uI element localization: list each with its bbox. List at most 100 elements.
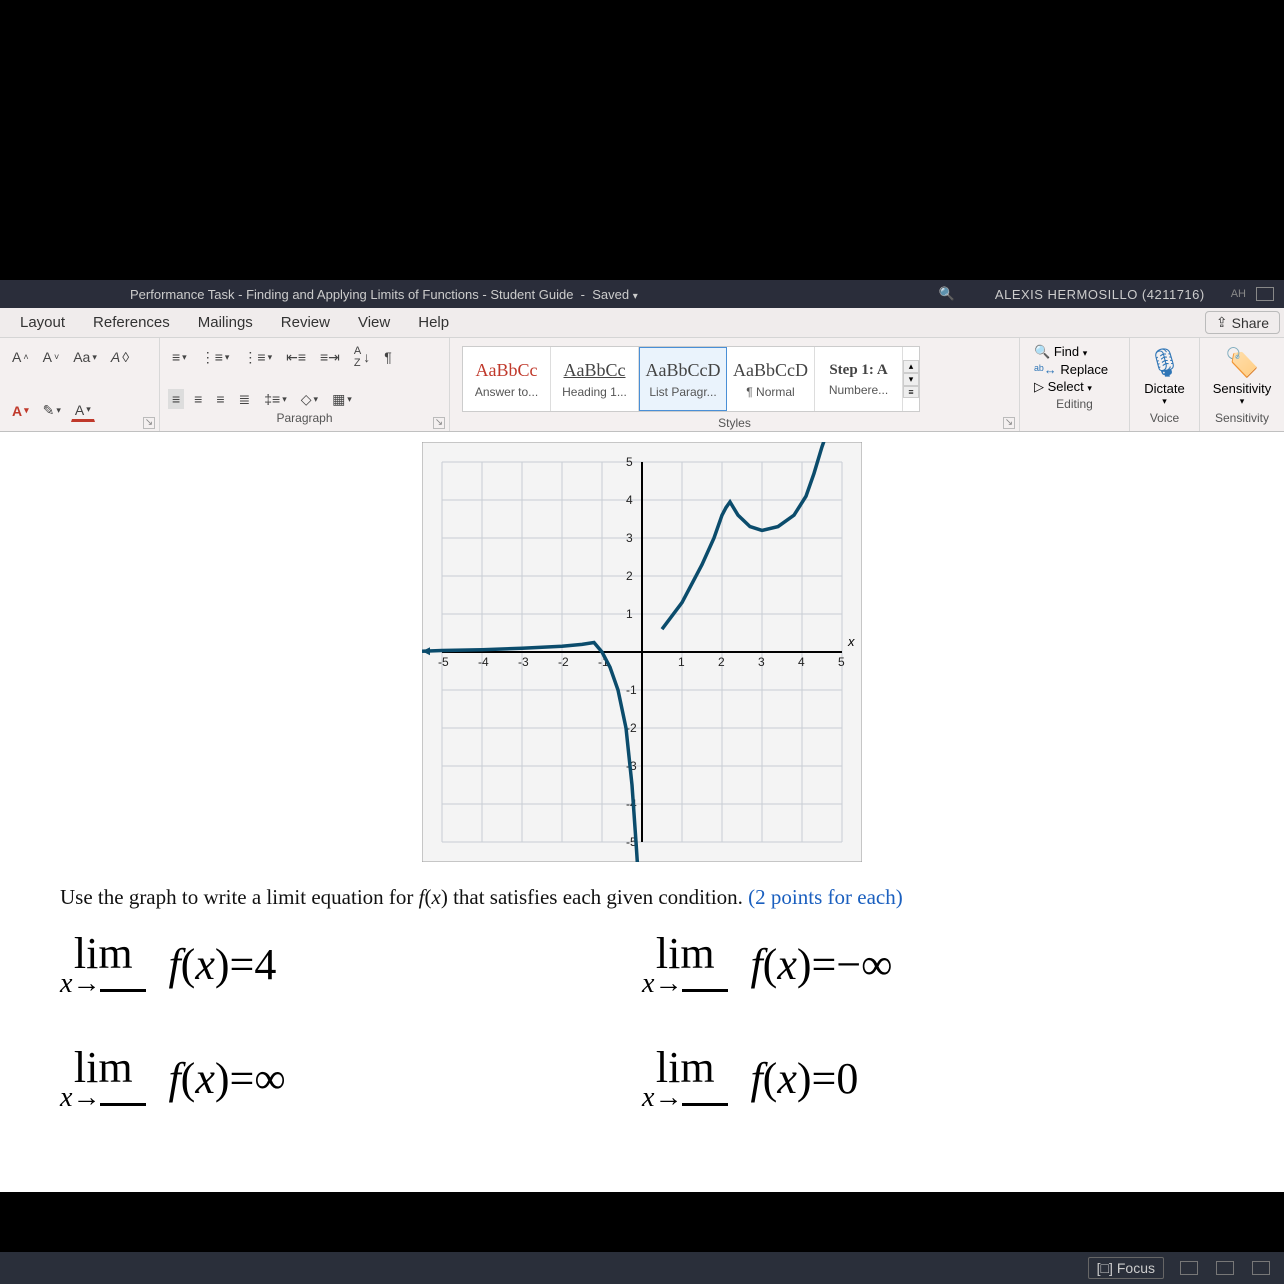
share-icon: ⇪	[1216, 314, 1228, 331]
black-region	[0, 0, 1284, 280]
gallery-up-icon[interactable]: ▴	[903, 360, 919, 373]
paragraph-group: ≡▾ ⋮≡▾ ⋮≡▾ ⇤≡ ≡⇥ AZ↓ ¶ ≡ ≡ ≡ ≣ ‡≡▾ ◇▾ ▦▾…	[160, 338, 450, 431]
svg-text:3: 3	[758, 655, 765, 669]
editing-label: Editing	[1028, 397, 1121, 413]
highlight-button[interactable]: ✎▾	[39, 400, 65, 421]
font-launcher-icon[interactable]: ↘	[143, 417, 155, 429]
style-normal[interactable]: AaBbCcD ¶ Normal	[727, 347, 815, 411]
svg-text:-5: -5	[438, 655, 449, 669]
prompt-text: Use the graph to write a limit equation …	[60, 885, 1224, 910]
svg-text:5: 5	[838, 655, 845, 669]
gallery-down-icon[interactable]: ▾	[903, 373, 919, 386]
svg-text:3: 3	[626, 531, 633, 545]
align-right-button[interactable]: ≡	[212, 389, 228, 409]
dictate-icon: 🎙	[1147, 346, 1183, 379]
graph-svg: -5-4-3-2-112345-5-4-3-2-112345x	[422, 442, 862, 862]
limit-1: lim x→ f(x)=4	[60, 932, 642, 998]
styles-label: Styles	[458, 416, 1011, 432]
tab-view[interactable]: View	[358, 314, 390, 331]
tab-layout[interactable]: Layout	[20, 314, 65, 331]
replace-button[interactable]: ᵃᵇ↔ Replace	[1034, 362, 1115, 377]
svg-text:-3: -3	[518, 655, 529, 669]
style-answer[interactable]: AaBbCc Answer to...	[463, 347, 551, 411]
doc-title: Performance Task - Finding and Applying …	[130, 287, 638, 302]
search-icon[interactable]: 🔍	[939, 286, 955, 302]
read-mode-icon[interactable]	[1180, 1261, 1198, 1275]
change-case-button[interactable]: Aa▾	[69, 347, 101, 367]
font-group: A˄ A˅ Aa▾ A◊ A▾ ✎▾ A▾ ↘	[0, 338, 160, 431]
gallery-more-icon[interactable]: ≡	[903, 386, 919, 398]
dictate-button[interactable]: 🎙 Dictate ▾	[1138, 342, 1191, 411]
clear-format-button[interactable]: A◊	[107, 347, 133, 367]
title-bar: Performance Task - Finding and Applying …	[0, 280, 1284, 308]
status-bar: [□] Focus	[0, 1252, 1284, 1284]
focus-label: Focus	[1117, 1260, 1155, 1276]
svg-text:4: 4	[798, 655, 805, 669]
shading-button[interactable]: ◇▾	[297, 389, 322, 410]
ribbon: A˄ A˅ Aa▾ A◊ A▾ ✎▾ A▾ ↘ ≡▾ ⋮≡▾ ⋮≡▾ ⇤≡ ≡⇥…	[0, 338, 1284, 432]
grow-font-button[interactable]: A˄	[8, 347, 33, 367]
prompt-note: (2 points for each)	[748, 885, 903, 909]
align-center-button[interactable]: ≡	[190, 389, 206, 409]
style-heading1[interactable]: AaBbCc Heading 1...	[551, 347, 639, 411]
document-area: -5-4-3-2-112345-5-4-3-2-112345x Use the …	[0, 432, 1284, 1192]
styles-gallery[interactable]: AaBbCc Answer to... AaBbCc Heading 1... …	[462, 346, 920, 412]
saved-label: Saved	[592, 287, 629, 302]
svg-text:5: 5	[626, 455, 633, 469]
user-name[interactable]: ALEXIS HERMOSILLO (4211716)	[995, 287, 1205, 302]
dec-indent-button[interactable]: ⇤≡	[282, 347, 310, 368]
tab-mailings[interactable]: Mailings	[198, 314, 253, 331]
numbering-button[interactable]: ⋮≡▾	[197, 347, 234, 368]
bullets-button[interactable]: ≡▾	[168, 347, 191, 367]
sensitivity-icon: 🏷️	[1225, 346, 1260, 379]
focus-button[interactable]: [□] Focus	[1088, 1257, 1164, 1279]
editing-group: 🔍 Find ▾ ᵃᵇ↔ Replace ▷ Select ▾ Editing	[1020, 338, 1130, 431]
sensitivity-group: 🏷️ Sensitivity ▾ Sensitivity	[1200, 338, 1284, 431]
prompt-main: Use the graph to write a limit equation …	[60, 885, 743, 909]
line-spacing-button[interactable]: ‡≡▾	[260, 389, 291, 409]
svg-text:-4: -4	[478, 655, 489, 669]
find-button[interactable]: 🔍 Find ▾	[1034, 344, 1115, 360]
style-list-paragraph[interactable]: AaBbCcD List Paragr...	[639, 347, 727, 411]
ribbon-mode-icon[interactable]	[1256, 287, 1274, 301]
find-icon: 🔍	[1034, 344, 1050, 359]
print-layout-icon[interactable]	[1216, 1261, 1234, 1275]
select-button[interactable]: ▷ Select ▾	[1034, 379, 1115, 395]
borders-button[interactable]: ▦▾	[328, 389, 356, 410]
select-icon: ▷	[1034, 379, 1044, 394]
tab-help[interactable]: Help	[418, 314, 449, 331]
styles-launcher-icon[interactable]: ↘	[1003, 417, 1015, 429]
tab-review[interactable]: Review	[281, 314, 330, 331]
user-initials[interactable]: AH	[1231, 288, 1246, 300]
svg-text:-2: -2	[558, 655, 569, 669]
align-left-button[interactable]: ≡	[168, 389, 184, 409]
sensitivity-label: Sensitivity	[1208, 411, 1276, 427]
svg-text:1: 1	[626, 607, 633, 621]
font-color2-button[interactable]: A▾	[71, 400, 95, 422]
font-color-button[interactable]: A▾	[8, 401, 33, 421]
svg-text:2: 2	[626, 569, 633, 583]
share-button[interactable]: ⇪ Share	[1205, 311, 1280, 334]
web-layout-icon[interactable]	[1252, 1261, 1270, 1275]
sensitivity-button[interactable]: 🏷️ Sensitivity ▾	[1208, 342, 1276, 411]
limit-row-2: lim x→ f(x)=∞ lim x→ f(x)=0	[60, 1046, 1224, 1112]
graph-figure: -5-4-3-2-112345-5-4-3-2-112345x	[60, 442, 1224, 867]
tab-references[interactable]: References	[93, 314, 170, 331]
svg-text:2: 2	[718, 655, 725, 669]
svg-text:-1: -1	[626, 683, 637, 697]
shrink-font-button[interactable]: A˅	[39, 347, 64, 367]
multilevel-button[interactable]: ⋮≡▾	[239, 347, 276, 368]
share-label: Share	[1232, 315, 1269, 331]
limit-row-1: lim x→ f(x)=4 lim x→ f(x)=−∞	[60, 932, 1224, 998]
gallery-scroll[interactable]: ▴ ▾ ≡	[903, 360, 919, 398]
justify-button[interactable]: ≣	[235, 389, 255, 410]
ribbon-tabs: Layout References Mailings Review View H…	[0, 308, 1284, 338]
focus-icon: [□]	[1097, 1260, 1113, 1276]
inc-indent-button[interactable]: ≡⇥	[316, 347, 344, 368]
svg-text:4: 4	[626, 493, 633, 507]
style-numbered[interactable]: Step 1: A Numbere...	[815, 347, 903, 411]
paragraph-launcher-icon[interactable]: ↘	[433, 417, 445, 429]
pilcrow-button[interactable]: ¶	[380, 347, 396, 367]
paragraph-label: Paragraph	[168, 411, 441, 427]
sort-button[interactable]: AZ↓	[350, 343, 374, 371]
